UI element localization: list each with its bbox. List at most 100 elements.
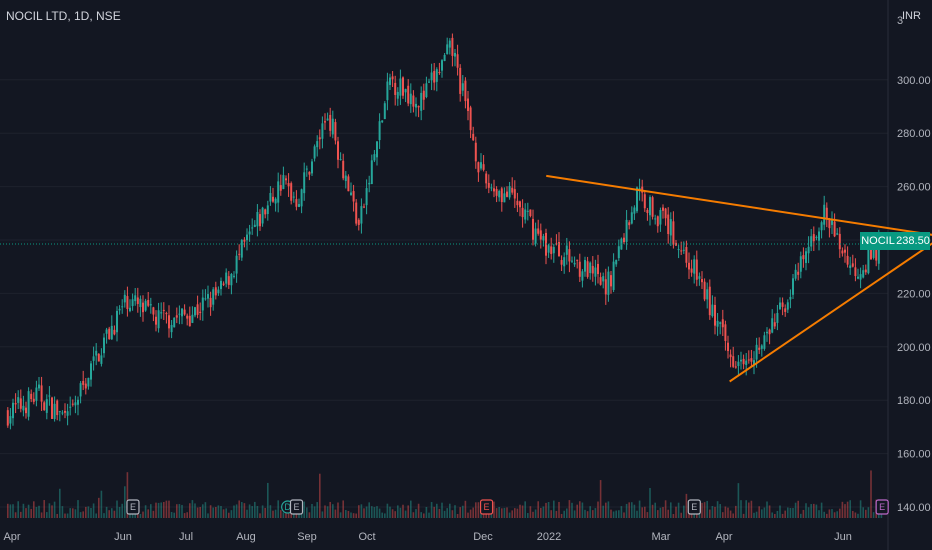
volume-bar xyxy=(35,506,38,518)
volume-bar xyxy=(378,508,381,518)
volume-bar xyxy=(761,509,763,518)
candle-body xyxy=(196,304,199,315)
volume-bar xyxy=(722,512,724,518)
volume-bar xyxy=(25,508,27,518)
volume-bar xyxy=(319,473,321,518)
candle-body xyxy=(14,403,17,405)
time-axis[interactable]: Apr Jun Jul Aug Sep Oct Dec 2022 Mar Apr Jun xyxy=(3,531,851,543)
volume-bar xyxy=(605,502,607,518)
candle-body xyxy=(259,214,261,227)
candle-body xyxy=(373,154,376,161)
volume-bar xyxy=(347,510,350,518)
candle-body xyxy=(27,391,30,417)
candle-body xyxy=(188,315,191,327)
candle-body xyxy=(550,246,553,254)
candle-body xyxy=(532,218,534,240)
x-tick-label: Apr xyxy=(3,531,20,543)
candle-body xyxy=(844,249,846,253)
volume-bar xyxy=(43,500,45,518)
candle-body xyxy=(56,400,59,416)
volume-bar xyxy=(225,508,227,518)
volume-bar xyxy=(124,486,126,518)
volume-bar xyxy=(48,503,51,518)
volume-bar xyxy=(100,490,103,518)
volume-bars xyxy=(7,470,883,518)
candle-body xyxy=(680,250,683,252)
volume-bar xyxy=(384,513,386,518)
candle-body xyxy=(688,262,690,270)
candle-body xyxy=(295,199,298,207)
candle-body xyxy=(108,328,111,340)
event-marker-label: E xyxy=(484,502,490,512)
volume-bar xyxy=(381,512,383,518)
trendlines[interactable] xyxy=(546,174,932,383)
candle-body xyxy=(313,146,316,159)
volume-bar xyxy=(758,506,760,518)
volume-bar xyxy=(815,504,818,518)
volume-bar xyxy=(407,505,409,518)
volume-bar xyxy=(303,501,305,518)
volume-bar xyxy=(261,505,264,518)
volume-bar xyxy=(592,510,594,518)
volume-bar xyxy=(459,507,461,518)
volume-bar xyxy=(152,510,155,518)
volume-bar xyxy=(563,510,565,518)
volume-bar xyxy=(272,510,274,518)
candle-body xyxy=(173,317,176,328)
candle-body xyxy=(287,183,290,187)
candle-body xyxy=(368,182,371,185)
volume-bar xyxy=(220,505,222,518)
candle-body xyxy=(747,359,750,361)
volume-bar xyxy=(675,506,677,518)
volume-bar xyxy=(199,507,201,518)
candle-body xyxy=(823,204,826,225)
candle-body xyxy=(742,358,745,365)
candle-body xyxy=(95,350,98,356)
candle-body xyxy=(711,304,714,317)
candle-body xyxy=(802,255,805,260)
x-tick-label: Jun xyxy=(834,531,852,543)
candle-body xyxy=(123,294,126,303)
candle-body xyxy=(69,406,72,408)
volume-bar xyxy=(85,506,87,518)
volume-bar xyxy=(191,500,194,518)
candle-body xyxy=(500,188,503,203)
volume-bar xyxy=(150,504,152,518)
volume-bar xyxy=(69,508,71,518)
candle-body xyxy=(516,200,519,206)
volume-bar xyxy=(584,509,586,518)
volume-bar xyxy=(810,504,812,518)
candle-body xyxy=(417,105,420,108)
volume-bar xyxy=(329,501,331,518)
volume-bar xyxy=(610,509,612,518)
candle-body xyxy=(750,358,753,362)
volume-bar xyxy=(449,503,451,518)
volume-bar xyxy=(475,502,477,518)
y-tick-label: 200.00 xyxy=(897,342,931,354)
candle-body xyxy=(472,133,475,141)
volume-bar xyxy=(170,512,173,518)
volume-bar xyxy=(105,506,108,518)
volume-bar xyxy=(363,508,365,518)
volume-bar xyxy=(79,512,82,518)
volume-bar xyxy=(204,502,207,518)
candle-body xyxy=(789,296,792,300)
candlesticks xyxy=(0,33,888,430)
volume-bar xyxy=(121,503,123,518)
candle-body xyxy=(630,212,633,224)
volume-bar xyxy=(706,500,708,518)
volume-bar xyxy=(20,511,22,518)
volume-bar xyxy=(641,507,643,518)
candle-body xyxy=(480,162,482,169)
candle-body xyxy=(116,310,118,333)
candle-body xyxy=(74,402,77,406)
candle-body xyxy=(430,72,433,81)
candle-body xyxy=(9,416,12,424)
volume-bar xyxy=(831,509,833,518)
candle-body xyxy=(438,72,441,74)
y-tick-label-top: 3 xyxy=(897,15,903,27)
volume-bar xyxy=(521,505,524,518)
volume-bar xyxy=(368,502,370,518)
